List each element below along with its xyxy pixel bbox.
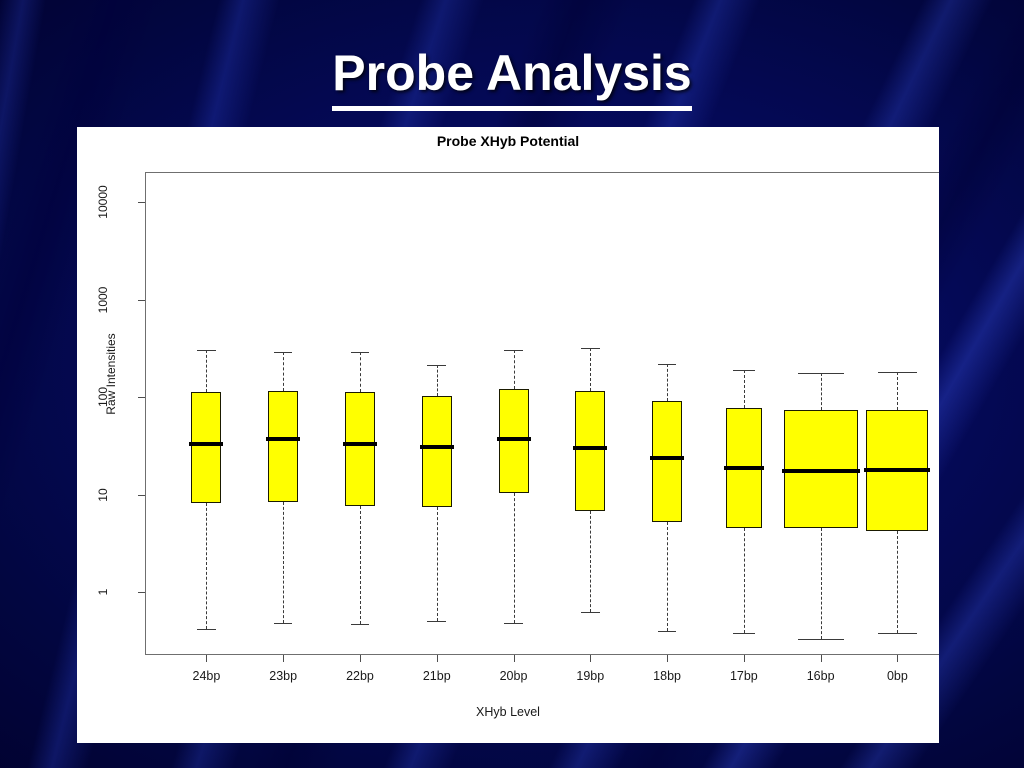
x-axis-label: XHyb Level — [476, 705, 540, 719]
median-line — [723, 466, 764, 471]
x-tick-mark — [436, 655, 438, 662]
x-tick-label: 24bp — [192, 669, 221, 683]
whisker-lower — [667, 522, 669, 631]
median-line — [342, 441, 377, 446]
median-line — [189, 441, 224, 446]
y-tick-mark — [138, 299, 145, 301]
whisker-cap-lower — [273, 623, 293, 625]
x-tick-label: 19bp — [576, 669, 605, 683]
whisker-cap-lower — [350, 623, 370, 625]
box-iqr — [191, 391, 222, 503]
whisker-upper — [513, 350, 515, 389]
whisker-cap-upper — [350, 351, 370, 353]
y-tick-mark — [138, 202, 145, 203]
whisker-cap-upper — [878, 372, 917, 374]
whisker-cap-lower — [732, 632, 755, 634]
whisker-upper — [820, 373, 822, 411]
chart-panel: Probe XHyb Potential Raw Intensities XHy… — [77, 127, 939, 743]
whisker-cap-lower — [657, 630, 677, 632]
box-iqr — [421, 395, 452, 508]
whisker-upper — [283, 351, 285, 392]
whisker-cap-lower — [427, 621, 447, 623]
whisker-upper — [436, 364, 438, 396]
whisker-cap-upper — [504, 350, 523, 352]
whisker-lower — [359, 505, 361, 624]
page-title-text: Probe Analysis — [332, 45, 692, 111]
whisker-cap-upper — [273, 351, 293, 353]
whisker-lower — [743, 528, 745, 633]
box-iqr — [498, 388, 529, 494]
whisker-cap-upper — [797, 373, 844, 375]
whisker-lower — [590, 510, 592, 613]
x-tick-mark — [820, 655, 822, 662]
whisker-lower — [206, 502, 208, 629]
x-tick-label: 22bp — [346, 669, 374, 683]
y-tick-mark — [138, 592, 145, 593]
x-tick-mark — [590, 655, 592, 662]
whisker-lower — [897, 531, 899, 633]
y-tick-label: 10000 — [96, 185, 110, 219]
whisker-upper — [897, 372, 899, 410]
y-tick-label: 1 — [96, 588, 110, 596]
whisker-lower — [820, 528, 822, 639]
median-line — [419, 444, 454, 449]
x-tick-mark — [743, 655, 745, 662]
whisker-lower — [283, 502, 285, 624]
whisker-cap-lower — [197, 628, 216, 630]
plot-area — [145, 172, 939, 655]
x-tick-label: 18bp — [653, 669, 681, 683]
whisker-cap-lower — [581, 612, 600, 614]
x-tick-label: 20bp — [499, 669, 528, 683]
median-line — [266, 436, 301, 441]
x-tick-label: 16bp — [806, 669, 835, 683]
x-tick-mark — [283, 655, 285, 662]
whisker-upper — [743, 369, 745, 409]
median-line — [496, 436, 531, 441]
whisker-cap-lower — [878, 632, 917, 634]
whisker-lower — [436, 507, 438, 622]
box-iqr — [268, 391, 299, 503]
whisker-cap-upper — [732, 369, 755, 371]
y-tick-label: 10 — [96, 487, 110, 502]
whisker-lower — [513, 493, 515, 624]
whisker-cap-upper — [427, 364, 447, 366]
median-line — [781, 468, 860, 473]
x-tick-label: 17bp — [729, 669, 758, 683]
y-tick-label: 1000 — [96, 286, 110, 313]
box-iqr — [344, 392, 375, 506]
whisker-cap-lower — [504, 623, 523, 625]
x-tick-mark — [667, 655, 669, 662]
median-line — [573, 445, 608, 450]
box-iqr — [575, 391, 606, 511]
box-iqr — [652, 401, 683, 523]
whisker-cap-upper — [197, 350, 216, 352]
chart-title: Probe XHyb Potential — [436, 133, 580, 149]
whisker-upper — [359, 351, 361, 393]
whisker-cap-upper — [657, 363, 677, 365]
x-tick-label: 23bp — [269, 669, 298, 683]
whisker-upper — [590, 347, 592, 392]
median-line — [864, 467, 931, 472]
x-tick-mark — [359, 655, 361, 662]
x-tick-label: 21bp — [422, 669, 451, 683]
y-tick-label: 100 — [96, 386, 110, 408]
y-tick-mark — [138, 397, 145, 398]
whisker-cap-upper — [581, 347, 600, 349]
y-tick-mark — [138, 494, 145, 496]
x-tick-label: 0bp — [886, 669, 908, 683]
x-tick-mark — [513, 655, 515, 662]
page-title: Probe Analysis — [0, 44, 1024, 111]
whisker-upper — [667, 363, 669, 402]
x-tick-mark — [897, 655, 899, 662]
median-line — [650, 456, 685, 461]
x-tick-mark — [206, 655, 208, 662]
whisker-upper — [206, 350, 208, 392]
whisker-cap-lower — [797, 638, 844, 640]
